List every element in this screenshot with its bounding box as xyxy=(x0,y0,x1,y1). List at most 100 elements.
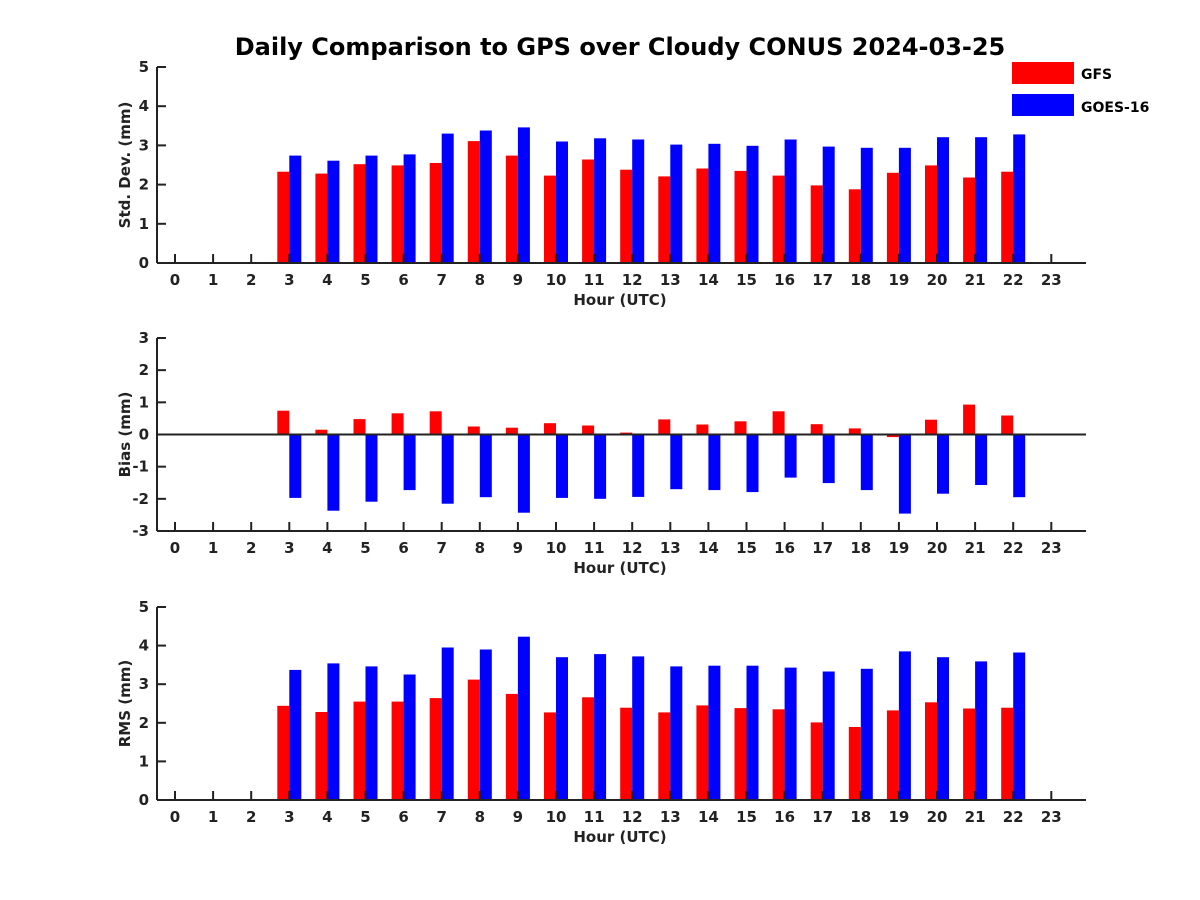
x-tick-label: 6 xyxy=(398,271,408,289)
bar-goes16-hour-18 xyxy=(860,434,873,491)
bar-goes16-hour-17 xyxy=(822,671,835,800)
x-tick-label: 2 xyxy=(246,808,256,826)
bar-gfs-hour-7 xyxy=(429,163,442,263)
x-tick-label: 10 xyxy=(546,539,567,557)
y-tick-label: 3 xyxy=(139,136,149,154)
y-tick-label: 1 xyxy=(139,752,149,770)
x-tick-label: 2 xyxy=(246,271,256,289)
x-tick-label: 21 xyxy=(965,271,986,289)
bar-gfs-hour-11 xyxy=(582,159,595,263)
bar-gfs-hour-21 xyxy=(963,177,976,263)
bar-goes16-hour-7 xyxy=(441,434,454,504)
bar-goes16-hour-6 xyxy=(403,154,416,263)
bar-goes16-hour-10 xyxy=(556,657,568,800)
x-tick-label: 15 xyxy=(736,808,757,826)
bar-goes16-hour-14 xyxy=(708,665,721,800)
bar-goes16-hour-18 xyxy=(860,147,873,263)
legend-swatch-gfs xyxy=(1012,62,1074,84)
x-tick-label: 19 xyxy=(888,539,909,557)
bar-goes16-hour-18 xyxy=(860,668,873,800)
bar-gfs-hour-16 xyxy=(772,411,785,435)
x-tick-label: 17 xyxy=(812,539,833,557)
bar-goes16-hour-15 xyxy=(746,145,759,263)
x-tick-label: 4 xyxy=(322,271,332,289)
bar-gfs-hour-12 xyxy=(620,707,633,800)
y-tick-label: 2 xyxy=(139,714,149,732)
bar-goes16-hour-15 xyxy=(746,434,759,493)
x-tick-label: 12 xyxy=(622,271,643,289)
bar-goes16-hour-14 xyxy=(708,434,721,491)
x-tick-label: 23 xyxy=(1041,808,1062,826)
bar-gfs-hour-14 xyxy=(696,424,709,435)
x-tick-label: 21 xyxy=(965,539,986,557)
y-tick-label: 4 xyxy=(139,97,149,115)
x-tick-label: 21 xyxy=(965,808,986,826)
bar-goes16-hour-17 xyxy=(822,146,835,263)
bar-gfs-hour-20 xyxy=(925,419,937,435)
x-tick-label: 20 xyxy=(927,271,948,289)
bar-goes16-hour-9 xyxy=(517,434,530,513)
bar-goes16-hour-16 xyxy=(784,667,797,800)
bar-gfs-hour-9 xyxy=(505,693,518,800)
bar-goes16-hour-21 xyxy=(975,137,988,263)
bar-gfs-hour-4 xyxy=(315,173,328,263)
x-tick-label: 18 xyxy=(850,271,871,289)
bar-goes16-hour-13 xyxy=(670,666,683,800)
bar-gfs-hour-11 xyxy=(582,697,595,800)
y-tick-label: 5 xyxy=(139,598,149,616)
bar-goes16-hour-22 xyxy=(1013,434,1026,498)
bar-gfs-hour-3 xyxy=(277,171,290,263)
bar-gfs-hour-8 xyxy=(467,426,480,435)
bar-goes16-hour-13 xyxy=(670,434,683,490)
bar-gfs-hour-6 xyxy=(391,413,404,435)
y-tick-label: 2 xyxy=(139,361,149,379)
bar-gfs-hour-15 xyxy=(734,421,747,435)
x-tick-label: 3 xyxy=(284,271,294,289)
x-tick-label: 15 xyxy=(736,539,757,557)
bar-goes16-hour-4 xyxy=(327,663,340,800)
x-tick-label: 13 xyxy=(660,271,681,289)
bar-gfs-hour-10 xyxy=(544,423,556,435)
x-tick-label: 10 xyxy=(546,271,567,289)
x-tick-label: 12 xyxy=(622,539,643,557)
bar-goes16-hour-14 xyxy=(708,143,721,263)
x-tick-label: 1 xyxy=(208,271,218,289)
x-tick-label: 0 xyxy=(170,271,180,289)
x-tick-label: 8 xyxy=(475,271,485,289)
legend-label-goes16: GOES-16 xyxy=(1081,100,1149,116)
x-tick-label: 0 xyxy=(170,808,180,826)
bar-gfs-hour-5 xyxy=(353,701,366,800)
y-axis-title: RMS (mm) xyxy=(116,660,134,747)
x-tick-label: 17 xyxy=(812,271,833,289)
x-tick-label: 16 xyxy=(774,271,795,289)
bar-goes16-hour-19 xyxy=(898,434,911,514)
bar-goes16-hour-16 xyxy=(784,434,797,478)
bar-gfs-hour-22 xyxy=(1001,415,1014,435)
x-tick-label: 6 xyxy=(398,808,408,826)
x-tick-label: 18 xyxy=(850,808,871,826)
bar-goes16-hour-21 xyxy=(975,434,988,485)
y-axis-title: Std. Dev. (mm) xyxy=(116,102,134,229)
bar-goes16-hour-4 xyxy=(327,434,340,511)
x-tick-label: 6 xyxy=(398,539,408,557)
bar-goes16-hour-5 xyxy=(365,434,378,502)
bar-goes16-hour-6 xyxy=(403,674,416,800)
bar-goes16-hour-9 xyxy=(517,127,530,264)
bar-gfs-hour-12 xyxy=(620,169,633,263)
x-tick-label: 13 xyxy=(660,808,681,826)
x-tick-label: 19 xyxy=(888,808,909,826)
bar-gfs-hour-11 xyxy=(582,425,595,435)
legend-label-gfs: GFS xyxy=(1081,67,1112,83)
bar-gfs-hour-14 xyxy=(696,705,709,800)
x-tick-label: 8 xyxy=(475,808,485,826)
bar-goes16-hour-11 xyxy=(594,138,607,263)
bar-gfs-hour-5 xyxy=(353,419,366,435)
x-tick-label: 7 xyxy=(436,539,446,557)
bar-goes16-hour-19 xyxy=(898,651,911,800)
bar-gfs-hour-4 xyxy=(315,712,328,800)
x-axis-title: Hour (UTC) xyxy=(573,828,666,846)
y-tick-label: -2 xyxy=(132,490,149,508)
